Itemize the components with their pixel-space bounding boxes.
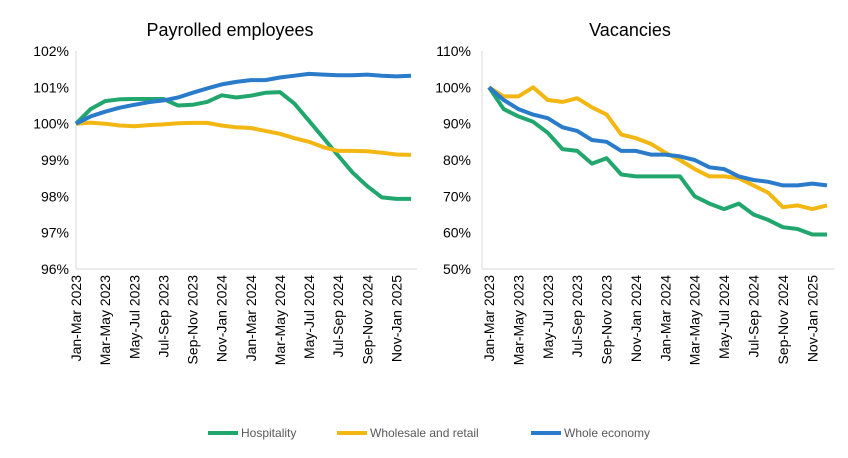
legend-item-hospitality: Hospitality xyxy=(208,426,296,440)
chart-title: Vacancies xyxy=(589,20,671,40)
y-tick-label: 100% xyxy=(33,116,69,132)
y-tick-label: 96% xyxy=(41,261,69,277)
legend-item-wholesale-and-retail: Wholesale and retail xyxy=(337,426,479,440)
x-tick-label: Nov-Jan 2025 xyxy=(388,275,404,362)
x-tick-label: Sep-Nov 2023 xyxy=(599,275,615,365)
legend-item-whole-economy: Whole economy xyxy=(531,426,650,440)
x-tick-label: May-Jul 2023 xyxy=(126,275,142,359)
x-tick-label: May-Jul 2024 xyxy=(716,275,732,359)
x-tick-label: May-Jul 2024 xyxy=(301,275,317,359)
vacancies-chart: Vacancies 50% 60% 70% 80% 90% 100% 110% Jan-Ma… xyxy=(435,20,835,365)
x-tick-labels: Jan-Mar 2023 Mar-May 2023 May-Jul 2023 Jul-… xyxy=(481,275,820,365)
y-tick-label: 80% xyxy=(443,152,471,168)
series-lines xyxy=(487,85,828,237)
series-lines xyxy=(74,71,412,201)
y-tick-labels: 96% 97% 98% 99% 100% 101% 102% xyxy=(33,43,69,277)
y-tick-label: 50% xyxy=(443,261,471,277)
x-tick-label: Mar-May 2023 xyxy=(97,275,113,365)
legend-label: Whole economy xyxy=(564,426,650,440)
x-tick-labels: Jan-Mar 2023 Mar-May 2023 May-Jul 2023 Jul-… xyxy=(68,275,404,365)
x-tick-label: Jan-Mar 2024 xyxy=(243,275,259,362)
x-tick-label: Jul-Sep 2024 xyxy=(330,275,346,358)
y-tick-label: 99% xyxy=(41,152,69,168)
series-line-wholesale-and-retail xyxy=(487,85,828,212)
x-tick-label: May-Jul 2023 xyxy=(540,275,556,359)
series-line-hospitality xyxy=(74,90,411,201)
series-line-whole-economy xyxy=(75,71,412,126)
legend-label: Hospitality xyxy=(241,426,296,440)
x-tick-label: Nov-Jan 2024 xyxy=(214,275,230,362)
x-tick-label: Mar-May 2024 xyxy=(272,275,288,365)
x-tick-label: Nov-Jan 2025 xyxy=(804,275,820,362)
x-tick-label: Mar-May 2024 xyxy=(687,275,703,365)
x-tick-label: Sep-Nov 2023 xyxy=(185,275,201,365)
x-tick-label: Nov-Jan 2024 xyxy=(628,275,644,362)
x-tick-label: Jan-Mar 2023 xyxy=(481,275,497,362)
chart-title: Payrolled employees xyxy=(146,20,313,40)
y-tick-label: 102% xyxy=(33,43,69,59)
y-tick-label: 60% xyxy=(443,225,471,241)
series-line-hospitality xyxy=(487,86,827,237)
x-tick-label: Sep-Nov 2024 xyxy=(359,275,375,365)
x-tick-label: Jul-Sep 2023 xyxy=(569,275,585,358)
series-line-whole-economy xyxy=(487,85,828,188)
x-tick-label: Jan-Mar 2023 xyxy=(68,275,84,362)
y-tick-label: 90% xyxy=(443,116,471,132)
y-tick-labels: 50% 60% 70% 80% 90% 100% 110% xyxy=(435,43,471,277)
y-tick-label: 70% xyxy=(443,188,471,204)
y-tick-label: 110% xyxy=(436,43,471,59)
legend: Hospitality Wholesale and retail Whole e… xyxy=(208,426,650,440)
y-tick-label: 101% xyxy=(33,79,69,95)
y-tick-label: 100% xyxy=(435,79,471,95)
series-line-wholesale-and-retail xyxy=(75,120,412,157)
x-tick-label: Sep-Nov 2024 xyxy=(775,275,791,365)
legend-label: Wholesale and retail xyxy=(370,426,479,440)
x-tick-label: Jan-Mar 2024 xyxy=(657,275,673,362)
payrolled-employees-chart: Payrolled employees 96% 97% 98% 99% 100% 101%… xyxy=(33,20,417,365)
x-tick-label: Jul-Sep 2024 xyxy=(746,275,762,358)
x-tick-label: Mar-May 2023 xyxy=(510,275,526,365)
y-tick-label: 97% xyxy=(41,225,69,241)
x-tick-label: Jul-Sep 2023 xyxy=(155,275,171,358)
y-tick-label: 98% xyxy=(41,188,69,204)
